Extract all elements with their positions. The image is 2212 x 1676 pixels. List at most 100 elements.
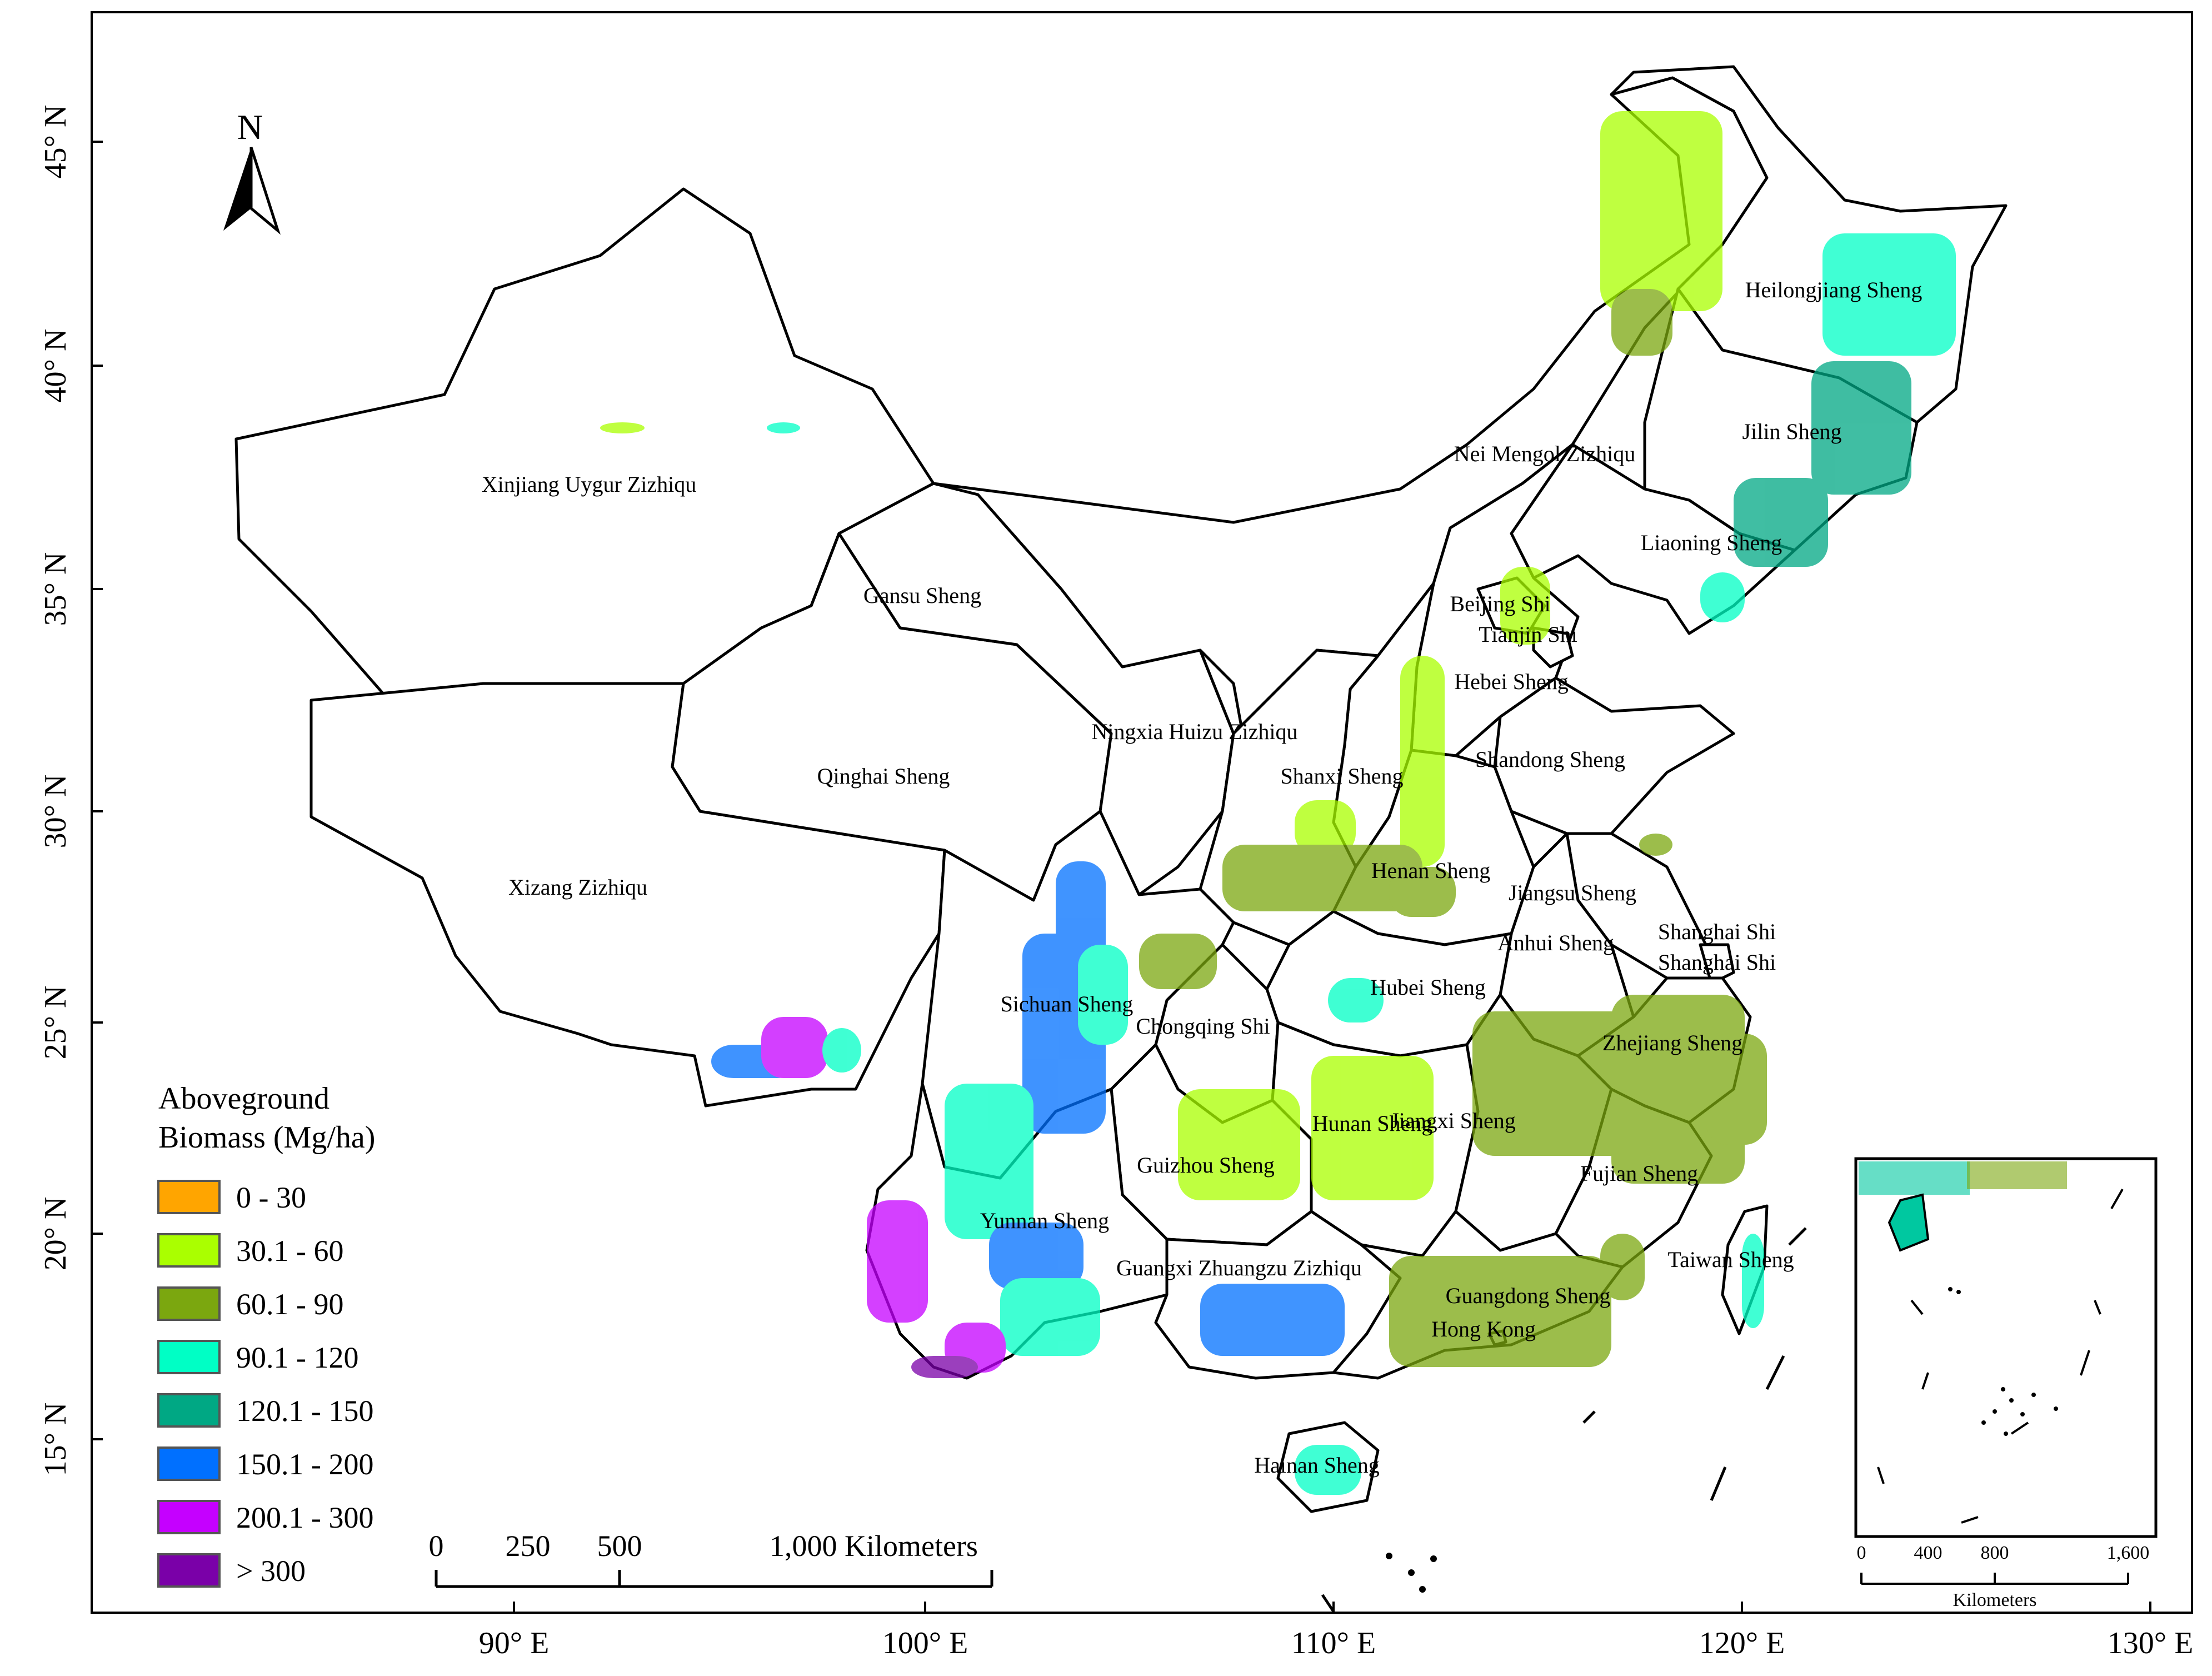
biomass-patch — [945, 1084, 1033, 1239]
legend-label: 120.1 - 150 — [236, 1394, 373, 1428]
biomass-patch — [1295, 800, 1356, 856]
province-label: Sichuan Sheng — [1001, 991, 1134, 1016]
biomass-patch — [1811, 361, 1911, 495]
biomass-patch — [761, 1017, 828, 1078]
province-label: Beijing Shi — [1450, 591, 1550, 616]
biomass-patch — [1400, 656, 1445, 867]
province-label: Shanghai Shi — [1658, 950, 1776, 975]
legend-label: 0 - 30 — [236, 1181, 306, 1214]
province-label: Hubei Sheng — [1370, 975, 1486, 1000]
lat-label: 25° N — [38, 986, 73, 1060]
province-label: Zhejiang Sheng — [1602, 1030, 1742, 1055]
lon-label: 90° E — [479, 1626, 550, 1660]
province-label: Hong Kong — [1431, 1316, 1536, 1341]
biomass-patch — [1222, 845, 1422, 911]
lon-label: 120° E — [1699, 1626, 1785, 1660]
biomass-patch — [867, 1200, 928, 1323]
scale-tick-label: 1,000 Kilometers — [770, 1529, 978, 1563]
inset-scale-label: 800 — [1981, 1543, 2009, 1563]
province-label: Shanxi Sheng — [1280, 764, 1403, 789]
biomass-patch — [1706, 1034, 1767, 1145]
province-label: Tianjin Shi — [1479, 622, 1577, 647]
biomass-patch — [600, 422, 645, 433]
scale-tick-label: 250 — [506, 1529, 551, 1563]
biomass-patch — [1700, 572, 1745, 622]
biomass-patch — [1389, 867, 1456, 917]
province-label: Xizang Zizhiqu — [508, 875, 647, 900]
legend-swatch — [157, 1500, 221, 1534]
lat-label: 45° N — [38, 105, 73, 179]
inset-scale-label: 0 — [1857, 1543, 1866, 1563]
biomass-patch — [1742, 1234, 1764, 1328]
legend-label: > 300 — [236, 1554, 306, 1588]
lat-label: 15° N — [38, 1403, 73, 1477]
legend-label: 90.1 - 120 — [236, 1341, 358, 1374]
biomass-patch — [1639, 834, 1672, 856]
legend-swatch — [157, 1233, 221, 1268]
province-label: Jiangsu Sheng — [1509, 880, 1636, 905]
province-label: Fujian Sheng — [1580, 1161, 1698, 1186]
biomass-patch — [1734, 478, 1828, 567]
inset-scale-label: 400 — [1914, 1543, 1943, 1563]
province-label: Chongqing Shi — [1136, 1014, 1270, 1039]
lat-label: 30° N — [38, 775, 73, 849]
biomass-patch — [1600, 111, 1722, 311]
biomass-patch — [822, 1028, 861, 1073]
province-shanghai — [1699, 943, 1735, 985]
province-label: Hunan Sheng — [1312, 1111, 1433, 1136]
legend-swatch — [157, 1553, 221, 1588]
province-label: Hebei Sheng — [1454, 669, 1569, 694]
biomass-patch — [1178, 1089, 1300, 1200]
legend-title: Aboveground — [158, 1081, 329, 1116]
latitude-axis: 45° N 40° N 35° N 30° N 25° N 20° N 15° … — [38, 105, 103, 1477]
province-label: Shanghai Shi — [1658, 919, 1776, 944]
province-label: Jilin Sheng — [1742, 419, 1842, 444]
longitude-axis: 90° E 100° E 110° E 120° E 130° E — [479, 1602, 2193, 1660]
lon-label: 110° E — [1291, 1626, 1376, 1660]
province-label: Guizhou Sheng — [1137, 1153, 1275, 1178]
legend-label: 150.1 - 200 — [236, 1448, 373, 1481]
legend: Aboveground Biomass (Mg/ha) 0 - 30 30.1 -… — [157, 1081, 375, 1588]
inset-map: 0 400 800 1,600 Kilometers — [1854, 1157, 2158, 1610]
province-label: Shandong Sheng — [1475, 747, 1625, 772]
north-arrow-icon: N — [223, 107, 281, 235]
province-label: Qinghai Sheng — [817, 764, 950, 789]
biomass-patch — [1311, 1056, 1434, 1200]
biomass-patch — [1472, 1011, 1645, 1156]
legend-swatch — [157, 1393, 221, 1428]
legend-swatch — [157, 1446, 221, 1481]
legend-label: 30.1 - 60 — [236, 1234, 343, 1268]
biomass-patch — [1000, 1278, 1100, 1356]
inset-scale-label: 1,600 — [2107, 1543, 2150, 1563]
province-label: Guangxi Zhuangzu Zizhiqu — [1116, 1255, 1362, 1280]
biomass-patch — [989, 1223, 1083, 1289]
biomass-patch — [911, 1356, 978, 1378]
lat-label: 35° N — [38, 552, 73, 626]
legend-swatch — [157, 1340, 221, 1374]
province-label: Anhui Sheng — [1497, 930, 1614, 955]
lat-label: 20° N — [38, 1197, 73, 1271]
province-label: Henan Sheng — [1371, 858, 1490, 883]
province-label: Heilongjiang Sheng — [1745, 277, 1923, 302]
province-labels: Xinjiang Uygur Zizhiqu Gansu Sheng Qinghai… — [482, 277, 1923, 1478]
province-label: Guangdong Sheng — [1446, 1283, 1611, 1308]
scale-tick-label: 0 — [429, 1529, 444, 1563]
province-label: Yunnan Sheng — [980, 1208, 1109, 1233]
lon-label: 100° E — [882, 1626, 968, 1660]
province-label: Liaoning Sheng — [1641, 530, 1782, 555]
scale-bar: 0 250 500 1,000 Kilometers — [429, 1529, 993, 1588]
province-label: Gansu Sheng — [863, 583, 981, 608]
biomass-patch — [1200, 1284, 1345, 1356]
biomass-patch — [1389, 1256, 1611, 1367]
province-boundaries — [234, 65, 2008, 1513]
biomass-patch — [1500, 567, 1550, 645]
biomass-patch — [1139, 934, 1217, 989]
province-label: Taiwan Sheng — [1667, 1247, 1794, 1272]
scale-tick-label: 500 — [597, 1529, 642, 1563]
inset-scale-unit: Kilometers — [1953, 1590, 2036, 1610]
legend-swatch — [157, 1286, 221, 1321]
biomass-patch — [1295, 1445, 1361, 1495]
biomass-patch — [1600, 1234, 1645, 1300]
province-label: Ningxia Huizu Zizhiqu — [1091, 719, 1297, 744]
